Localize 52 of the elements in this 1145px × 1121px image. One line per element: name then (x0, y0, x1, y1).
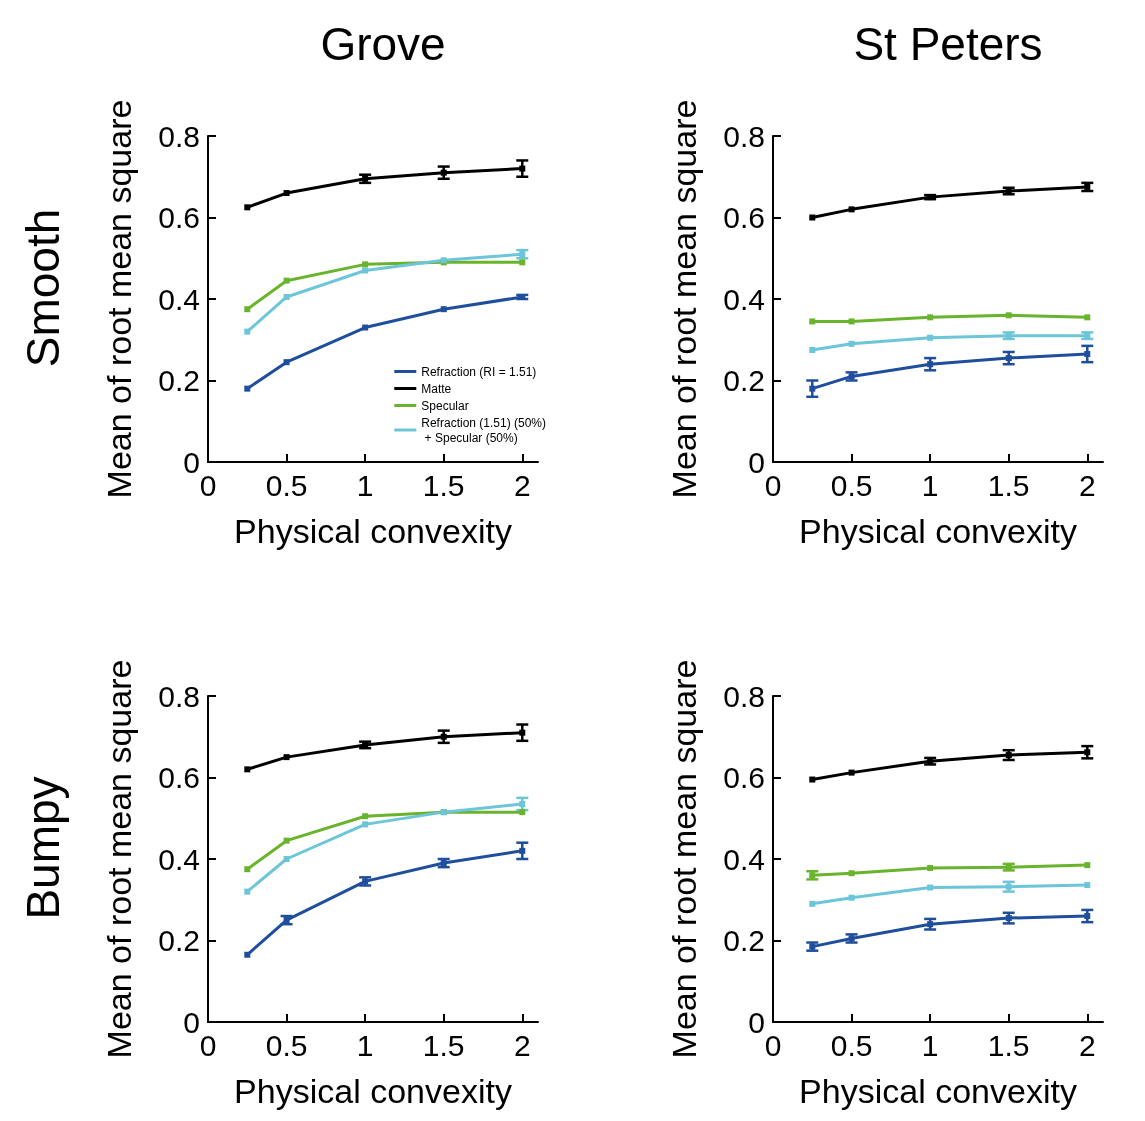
y-tick-label: 0 (183, 445, 200, 479)
y-tick-label: 0.4 (158, 282, 200, 316)
y-tick-label: 0.2 (723, 924, 765, 957)
x-tick-label: 0.5 (265, 468, 308, 502)
x-tick-label: 2 (513, 1028, 531, 1062)
y-tick-label: 0.4 (723, 282, 765, 316)
text: Smooth (17, 208, 69, 368)
y-tick-label: 0.8 (723, 119, 765, 153)
y-axis-title: Mean of root mean square (100, 99, 138, 499)
x-axis-title: Physical convexity (799, 512, 1077, 550)
y-tick-label: 0.4 (158, 842, 200, 876)
y-tick-label: 0 (748, 445, 765, 479)
y-tick-label: 0.6 (723, 761, 765, 794)
y-tick-label: 0 (183, 1005, 200, 1039)
y-tick-label: 0.8 (158, 119, 200, 153)
x-tick-label: 1.5 (422, 468, 465, 502)
chart-title: St Peters (853, 18, 1043, 70)
x-tick-label: 0.5 (830, 468, 873, 502)
legend-label: Specular (421, 398, 469, 413)
y-axis-title: Mean of root mean square (665, 659, 703, 1059)
y-tick-label: 0.4 (723, 842, 765, 876)
legend-label: Refraction (RI = 1.51) (421, 364, 537, 379)
x-tick-label: 1.5 (422, 1028, 465, 1062)
x-axis-title: Physical convexity (234, 512, 512, 550)
y-tick-label: 0.8 (158, 679, 200, 713)
x-tick-label: 1.5 (987, 1028, 1030, 1062)
chart-title: Grove (320, 18, 446, 70)
x-axis-title: Physical convexity (799, 1072, 1077, 1110)
y-tick-label: 0.6 (158, 761, 200, 794)
legend-label: Matte (421, 381, 452, 396)
x-tick-label: 1.5 (987, 468, 1030, 502)
y-axis-title: Mean of root mean square (665, 99, 703, 499)
y-tick-label: 0.6 (158, 201, 200, 234)
x-tick-label: 2 (513, 468, 531, 502)
x-tick-label: 0.5 (265, 1028, 308, 1062)
y-tick-label: 0.6 (723, 201, 765, 234)
y-tick-label: 0.2 (158, 924, 200, 957)
text: Bumpy (17, 776, 69, 920)
legend-label: Refraction (1.51) (50%) + Specular (50%) (421, 415, 546, 445)
x-tick-label: 1 (356, 468, 374, 502)
x-tick-label: 2 (1078, 1028, 1096, 1062)
x-tick-label: 1 (356, 1028, 374, 1062)
y-axis-title: Mean of root mean square (100, 659, 138, 1059)
y-tick-label: 0 (748, 1005, 765, 1039)
y-tick-label: 0.8 (723, 679, 765, 713)
x-axis-title: Physical convexity (234, 1072, 512, 1110)
y-tick-label: 0.2 (158, 364, 200, 397)
x-tick-label: 1 (921, 468, 939, 502)
x-tick-label: 0.5 (830, 1028, 873, 1062)
y-tick-label: 0.2 (723, 364, 765, 397)
x-tick-label: 2 (1078, 468, 1096, 502)
x-tick-label: 1 (921, 1028, 939, 1062)
